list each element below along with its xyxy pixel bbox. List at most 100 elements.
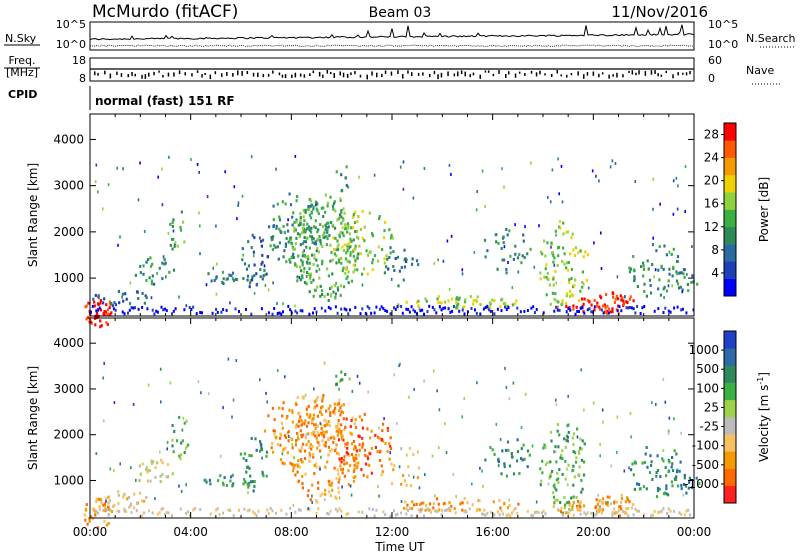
velocity-cell (316, 414, 319, 418)
velocity-cell (337, 438, 341, 442)
nave-mark (556, 70, 558, 74)
velocity-cell (675, 475, 678, 479)
velocity-cell (208, 478, 211, 482)
velocity-cell (345, 461, 348, 465)
velocity-cell (327, 445, 330, 449)
velocity-cell (154, 466, 157, 469)
power-cell (550, 241, 553, 245)
power-cell (387, 267, 390, 271)
velocity-cell (102, 503, 105, 507)
power-cell (293, 220, 296, 224)
velocity-cell (321, 396, 324, 400)
power-cell (326, 204, 329, 208)
velocity-cell (222, 483, 225, 487)
power-cell (261, 277, 264, 281)
velocity-cell (320, 423, 323, 426)
power-cell (437, 258, 439, 262)
nave-label: Nave (746, 64, 774, 77)
velocity-cell (229, 508, 232, 512)
velocity-cell (312, 455, 315, 459)
power-colorbar-swatch (724, 209, 736, 228)
velocity-cell (389, 451, 391, 455)
power-cell (687, 289, 690, 293)
power-cell (130, 306, 133, 310)
power-cell (296, 232, 300, 236)
velocity-cell (223, 476, 226, 480)
velocity-cell (600, 511, 603, 515)
velocity-cell (417, 466, 420, 470)
velocity-cell (657, 511, 660, 514)
power-cell (328, 234, 331, 237)
power-cell (662, 311, 665, 314)
power-cell (455, 306, 458, 310)
power-cell (269, 244, 272, 248)
power-colorbar-swatch (724, 123, 736, 141)
velocity-cell (353, 422, 356, 426)
power-cell (329, 195, 332, 199)
nave-mark (453, 73, 456, 77)
power-cell (315, 207, 318, 211)
power-cell (561, 299, 564, 303)
velocity-xtick-label: 04:00 (173, 525, 208, 539)
power-cell (309, 228, 312, 232)
velocity-cell (526, 509, 529, 513)
velocity-cell (354, 453, 357, 457)
power-cell (249, 279, 252, 283)
velocity-cell (496, 510, 499, 514)
velocity-cell (554, 445, 557, 449)
velocity-cell (578, 507, 580, 511)
power-cell (172, 229, 175, 233)
velocity-cell (314, 462, 317, 466)
power-cell (299, 223, 302, 226)
power-cell (455, 301, 458, 304)
velocity-cell (386, 449, 389, 453)
power-cell (514, 252, 517, 256)
power-cell (629, 306, 632, 309)
power-cell (569, 289, 572, 293)
power-cell (282, 255, 285, 259)
power-cell (117, 289, 120, 293)
power-cell (292, 247, 295, 251)
power-cell (629, 267, 632, 271)
power-cell (278, 241, 281, 245)
velocity-cell (308, 451, 311, 455)
power-cell (162, 308, 165, 312)
velocity-cell (377, 485, 379, 488)
velocity-cell (615, 500, 618, 504)
velocity-cell (199, 508, 202, 511)
power-cell (179, 228, 183, 232)
power-cell (326, 201, 329, 205)
velocity-cell (337, 480, 340, 484)
velocity-cell (308, 459, 311, 463)
velocity-cell (261, 472, 264, 476)
power-cell (509, 254, 512, 258)
power-cell (606, 311, 609, 315)
velocity-cell (535, 500, 538, 504)
nave-mark (141, 74, 143, 79)
power-cell (345, 308, 348, 312)
power-cell (176, 244, 179, 248)
power-cell (676, 207, 679, 211)
velocity-cell (175, 439, 179, 443)
velocity-cell (248, 508, 251, 512)
power-cell (142, 272, 145, 276)
velocity-cell (90, 515, 93, 519)
power-cell (121, 292, 124, 296)
power-cell (331, 204, 335, 208)
nave-mark (535, 72, 538, 77)
power-cell (294, 309, 297, 313)
power-cell (299, 265, 302, 269)
velocity-cell (302, 433, 305, 437)
velocity-ytick-label: 3000 (53, 382, 84, 396)
velocity-cell (160, 458, 163, 462)
power-cell (272, 225, 275, 229)
power-cell (336, 286, 339, 290)
velocity-cell (154, 497, 156, 501)
power-cell (380, 305, 383, 309)
velocity-cell (440, 512, 443, 516)
velocity-cell (376, 435, 380, 439)
power-cell (114, 308, 117, 312)
nave-tick-top: 60 (708, 54, 722, 67)
power-cell (611, 307, 614, 311)
